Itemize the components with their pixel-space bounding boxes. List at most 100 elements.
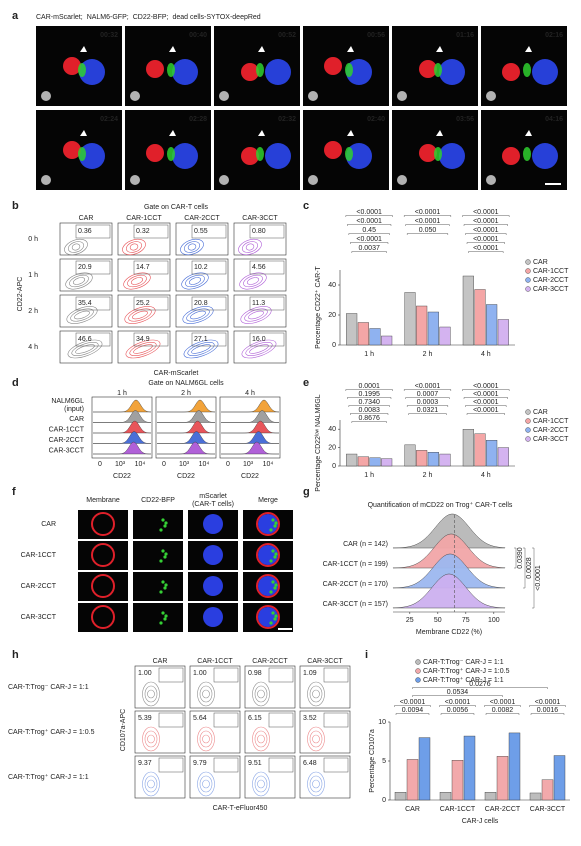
column-header: Merge <box>258 497 278 504</box>
timestamp: 04:16 <box>545 116 563 123</box>
contour <box>312 779 320 789</box>
dead-cell <box>219 91 229 101</box>
contour <box>307 681 325 707</box>
histogram <box>157 420 216 434</box>
bracket <box>350 413 389 415</box>
row-label: CAR (n = 142) <box>343 541 388 548</box>
x-tick-label: 1 h <box>364 351 374 358</box>
arrowhead <box>80 46 87 52</box>
y-tick-label: 20 <box>328 312 336 319</box>
density-ridge <box>392 553 506 589</box>
contour <box>129 243 139 251</box>
cd22-signal <box>269 528 273 532</box>
flow-plot <box>233 330 287 364</box>
cd22-signal <box>164 552 168 556</box>
contour <box>144 685 158 703</box>
contour <box>183 339 219 359</box>
p-value: <0.0001 <box>400 699 426 706</box>
p-value: 0.0094 <box>402 707 424 714</box>
column-header: 2 h <box>181 390 191 397</box>
cd22-signal <box>523 63 531 77</box>
flow-plot <box>134 665 186 709</box>
dead-cell <box>397 91 407 101</box>
gate <box>158 757 184 773</box>
cd22-signal <box>345 63 353 77</box>
panel-title: Gate on NALM6GL cells <box>148 380 224 387</box>
x-tick-label: 75 <box>462 617 470 624</box>
contour <box>147 779 155 789</box>
gate <box>75 332 111 347</box>
legend-entry: CAR <box>533 409 548 416</box>
cd22-signal <box>167 63 175 77</box>
cd22-signal <box>274 583 278 587</box>
bar <box>346 453 358 467</box>
p-value: <0.0001 <box>356 236 382 243</box>
cd22-signal <box>271 549 275 553</box>
x-tick-label: CAR-1CCT <box>440 806 476 813</box>
x-tick-label: CAR-2CCT <box>485 806 521 813</box>
p-value: <0.0001 <box>415 218 441 225</box>
gate-value: 25.2 <box>136 300 150 307</box>
contour <box>248 310 264 320</box>
bracket <box>405 224 450 226</box>
car-t-cell <box>419 60 437 78</box>
flow-plot <box>59 330 113 364</box>
bracket <box>403 389 452 391</box>
cd22-signal <box>163 586 167 590</box>
car-t-cell <box>63 57 81 75</box>
p-value: <0.0001 <box>473 399 499 406</box>
p-value: <0.0001 <box>356 218 382 225</box>
cd22-signal <box>269 621 273 625</box>
cd22-signal <box>273 617 277 621</box>
gate <box>133 260 169 275</box>
x-tick-label: 50 <box>434 617 442 624</box>
panel-letter: c <box>303 200 309 212</box>
bracket <box>405 397 450 399</box>
contour <box>199 730 213 748</box>
cd22-signal <box>345 147 353 161</box>
p-value: <0.0001 <box>473 209 499 216</box>
contour <box>238 238 262 256</box>
histogram <box>93 410 152 423</box>
histogram <box>93 420 152 434</box>
timestamp: 01:16 <box>456 32 474 39</box>
cd22-signal <box>274 521 278 525</box>
gate-value: 0.98 <box>248 670 262 677</box>
column-header: CAR-3CCT <box>307 658 343 665</box>
legend-entry: CAR-3CCT <box>533 286 569 293</box>
bar <box>394 792 407 801</box>
row-label: (input) <box>64 406 84 413</box>
timestamp: 02:40 <box>367 116 385 123</box>
x-tick-label: 0 <box>98 461 102 468</box>
contour <box>122 238 146 256</box>
p-value: 0.0083 <box>358 407 380 414</box>
membrane-signal <box>256 574 280 598</box>
gate-value: 1.00 <box>193 670 207 677</box>
contour <box>199 685 213 703</box>
cd22-signal <box>163 524 167 528</box>
contour <box>245 243 255 251</box>
arrowhead <box>525 130 532 136</box>
column-header: CAR-3CCT <box>242 215 278 222</box>
axis-label: Percentage CD22⁺ CAR-T <box>314 265 322 348</box>
y-tick-label: 10 <box>378 719 386 726</box>
bracket <box>468 251 504 253</box>
column-header: CAR <box>153 658 168 665</box>
legend-entry: CAR-mScarlet; <box>36 14 83 21</box>
contour <box>185 274 205 288</box>
gate <box>213 712 239 728</box>
p-value: 0.7340 <box>358 399 380 406</box>
bar <box>381 335 393 346</box>
gate <box>268 757 294 773</box>
contour <box>182 306 214 324</box>
histogram <box>157 410 216 423</box>
p-value: <0.0001 <box>535 565 542 591</box>
contour <box>309 730 323 748</box>
column-header: CAR-2CCT <box>252 658 288 665</box>
cd22-signal <box>159 621 163 625</box>
x-tick-label: 0 <box>162 461 166 468</box>
axis-label: CAR-mScarlet <box>154 370 199 377</box>
p-value: <0.0001 <box>473 407 499 414</box>
micrograph <box>133 603 183 632</box>
